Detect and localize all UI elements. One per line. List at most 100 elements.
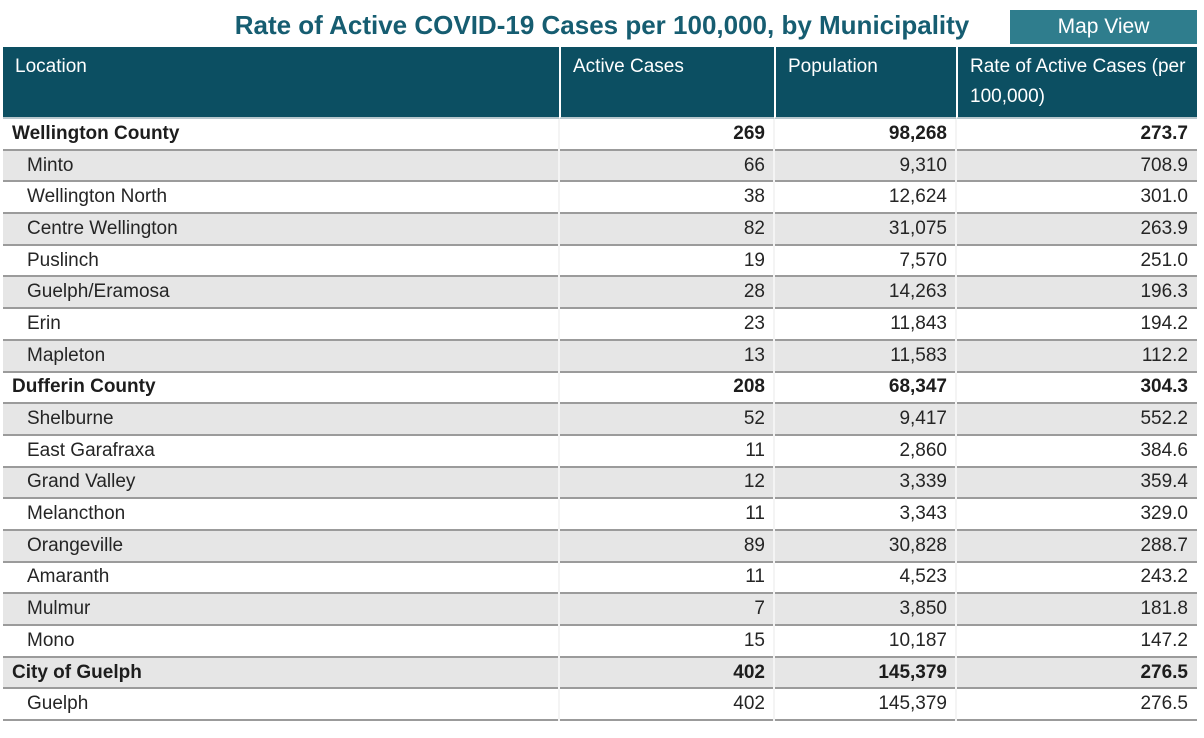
header-row: Location Active Cases Population Rate of… [3,47,1197,119]
table-row: Mapleton 13 11,583 112.2 [3,340,1197,373]
table-row: Amaranth 11 4,523 243.2 [3,563,1197,595]
table-row: Puslinch 19 7,570 251.0 [3,246,1197,278]
cell-active-cases: 23 [559,309,774,341]
top-bar: Rate of Active COVID-19 Cases per 100,00… [0,0,1204,47]
cell-population: 3,850 [774,594,956,626]
cell-population: 68,347 [774,373,956,405]
table-row: Guelph 402 145,379 276.5 [3,689,1197,722]
cell-location: Erin [3,309,559,341]
column-header-rate[interactable]: Rate of Active Cases (per 100,000) [956,47,1197,119]
table-row: Orangeville 89 30,828 288.7 [3,530,1197,563]
cell-population: 3,339 [774,468,956,500]
cell-location: Guelph [3,689,559,722]
cell-rate: 301.0 [956,182,1197,215]
map-view-button[interactable]: Map View [1010,10,1197,44]
table-header: Location Active Cases Population Rate of… [3,47,1197,119]
cell-location: Mono [3,626,559,658]
cell-population: 4,523 [774,563,956,595]
cell-rate: 359.4 [956,468,1197,500]
cell-rate: 251.0 [956,246,1197,278]
cell-location: Guelph/Eramosa [3,277,559,310]
cell-location: Wellington County [3,119,559,151]
cell-rate: 276.5 [956,658,1197,690]
cell-rate: 708.9 [956,151,1197,183]
cell-active-cases: 38 [559,182,774,215]
cell-rate: 276.5 [956,689,1197,722]
cell-active-cases: 89 [559,531,774,563]
cell-population: 11,843 [774,309,956,341]
page-title: Rate of Active COVID-19 Cases per 100,00… [234,10,970,40]
cell-population: 30,828 [774,531,956,563]
cell-rate: 181.8 [956,594,1197,626]
cell-rate: 112.2 [956,341,1197,373]
cell-location: Mulmur [3,594,559,626]
cell-location: Shelburne [3,404,559,436]
cell-active-cases: 13 [559,341,774,373]
cell-population: 9,417 [774,404,956,436]
cell-location: Orangeville [3,531,559,563]
cell-active-cases: 11 [559,499,774,531]
column-header-active-cases[interactable]: Active Cases [559,47,774,119]
table-body: Wellington County 269 98,268 273.7 Minto 66 9,… [3,119,1197,722]
cell-rate: 552.2 [956,404,1197,436]
cell-location: Wellington North [3,182,559,215]
cell-population: 98,268 [774,119,956,151]
cell-active-cases: 402 [559,689,774,722]
cell-rate: 384.6 [956,436,1197,468]
group-row: Dufferin County 208 68,347 304.3 [3,373,1197,405]
data-table: Location Active Cases Population Rate of… [3,47,1197,722]
table-row: Erin 23 11,843 194.2 [3,309,1197,341]
cell-active-cases: 12 [559,468,774,500]
cell-rate: 263.9 [956,214,1197,246]
table-row: Guelph/Eramosa 28 14,263 196.3 [3,277,1197,310]
cell-population: 31,075 [774,214,956,246]
cell-population: 2,860 [774,436,956,468]
cell-population: 7,570 [774,246,956,278]
cell-active-cases: 402 [559,658,774,690]
cell-rate: 243.2 [956,563,1197,595]
cell-active-cases: 7 [559,594,774,626]
cell-rate: 196.3 [956,277,1197,310]
municipality-table: Location Active Cases Population Rate of… [3,47,1197,722]
cell-location: Dufferin County [3,373,559,405]
cell-active-cases: 19 [559,246,774,278]
cell-active-cases: 28 [559,277,774,310]
cell-population: 145,379 [774,658,956,690]
cell-rate: 304.3 [956,373,1197,405]
cell-active-cases: 11 [559,563,774,595]
table-row: Grand Valley 12 3,339 359.4 [3,467,1197,500]
cell-location: Mapleton [3,341,559,373]
cell-population: 14,263 [774,277,956,310]
cell-population: 12,624 [774,182,956,215]
column-header-location[interactable]: Location [3,47,559,119]
group-row: City of Guelph 402 145,379 276.5 [3,657,1197,690]
cell-location: Amaranth [3,563,559,595]
cell-rate: 194.2 [956,309,1197,341]
cell-location: Puslinch [3,246,559,278]
cell-rate: 147.2 [956,626,1197,658]
cell-active-cases: 82 [559,214,774,246]
cell-active-cases: 66 [559,151,774,183]
cell-rate: 329.0 [956,499,1197,531]
cell-rate: 273.7 [956,119,1197,151]
table-row: East Garafraxa 11 2,860 384.6 [3,436,1197,468]
cell-location: Grand Valley [3,468,559,500]
cell-active-cases: 11 [559,436,774,468]
group-row: Wellington County 269 98,268 273.7 [3,119,1197,151]
cell-active-cases: 52 [559,404,774,436]
table-row: Minto 66 9,310 708.9 [3,150,1197,183]
cell-population: 11,583 [774,341,956,373]
table-row: Centre Wellington 82 31,075 263.9 [3,214,1197,246]
column-header-population[interactable]: Population [774,47,956,119]
table-row: Wellington North 38 12,624 301.0 [3,182,1197,215]
cell-rate: 288.7 [956,531,1197,563]
cell-location: Melancthon [3,499,559,531]
cell-location: City of Guelph [3,658,559,690]
cell-location: Minto [3,151,559,183]
cell-location: East Garafraxa [3,436,559,468]
table-row: Mulmur 7 3,850 181.8 [3,594,1197,626]
cell-population: 9,310 [774,151,956,183]
table-row: Melancthon 11 3,343 329.0 [3,499,1197,531]
cell-active-cases: 269 [559,119,774,151]
cell-location: Centre Wellington [3,214,559,246]
